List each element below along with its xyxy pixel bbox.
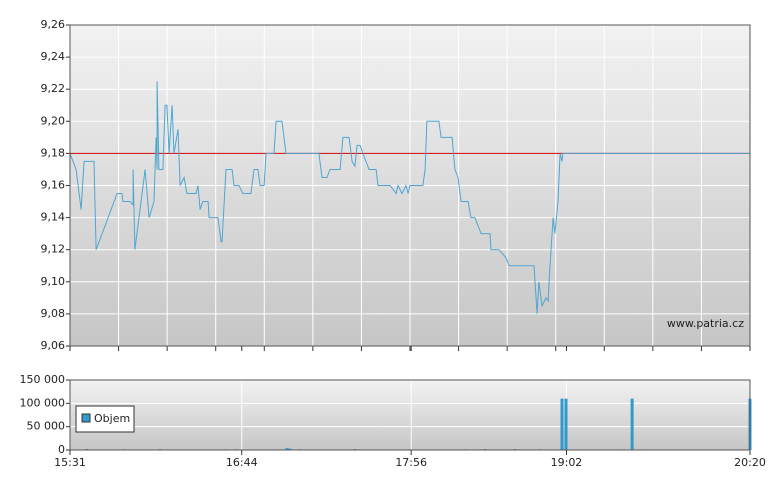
volume-bar (288, 448, 292, 450)
legend-swatch (81, 413, 91, 423)
y-tick-label: 9,10 (41, 275, 66, 288)
volume-bar (560, 398, 564, 450)
x-tick-label: 19:02 (551, 456, 583, 469)
y-tick-label: 9,06 (41, 339, 66, 352)
volume-bar (285, 448, 289, 450)
y-tick-label: 9,20 (41, 114, 66, 127)
plot-border (69, 379, 751, 451)
volume-bar (630, 398, 634, 450)
volume-plot-area (70, 380, 750, 450)
x-tick-label: 16:44 (226, 456, 258, 469)
y-tick-label: 9,14 (41, 211, 66, 224)
y-tick-label: 50 000 (27, 420, 66, 433)
y-tick-label: 100 000 (20, 396, 66, 409)
x-tick-label: 15:31 (54, 456, 86, 469)
y-tick-label: 9,08 (41, 307, 66, 320)
y-tick-label: 150 000 (20, 373, 66, 386)
legend-label: Objem (94, 412, 130, 425)
x-tick-label: 20:20 (734, 456, 766, 469)
y-tick-label: 9,12 (41, 243, 66, 256)
x-tick-label: 17:56 (395, 456, 427, 469)
y-tick-label: 9,16 (41, 179, 66, 192)
volume-bar (564, 398, 568, 450)
y-tick-label: 0 (58, 443, 65, 456)
watermark: www.patria.cz (667, 317, 744, 330)
y-tick-label: 9,18 (41, 146, 66, 159)
plot-border (69, 24, 751, 347)
y-tick-label: 9,26 (41, 18, 66, 31)
y-tick-label: 9,22 (41, 82, 66, 95)
y-tick-label: 9,24 (41, 50, 66, 63)
price-line (69, 81, 750, 314)
legend: Objem (75, 405, 135, 433)
